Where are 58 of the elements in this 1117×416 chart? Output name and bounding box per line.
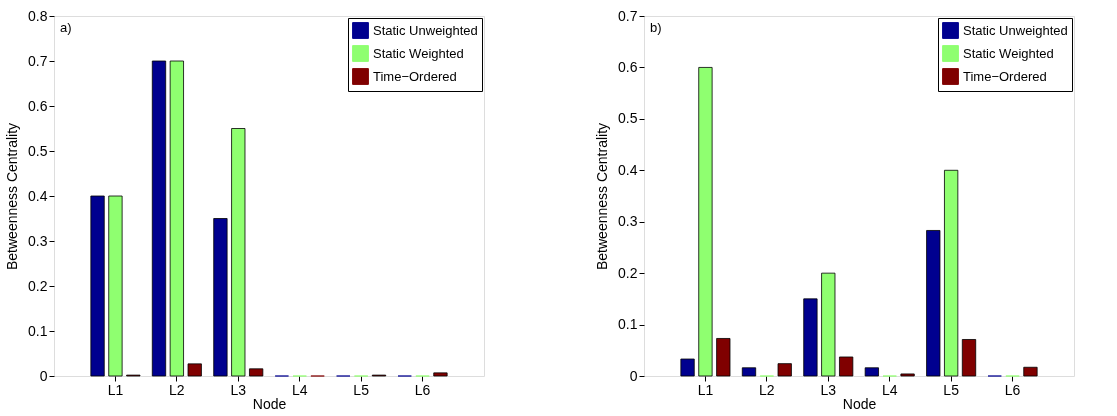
y-tick-label: 0.2 bbox=[618, 264, 638, 281]
legend-label: Static Weighted bbox=[373, 45, 464, 61]
bar bbox=[1023, 366, 1038, 377]
x-tick-label: L4 bbox=[291, 381, 308, 398]
x-tick-label: L3 bbox=[230, 381, 247, 398]
y-tick-label: 0.3 bbox=[618, 213, 638, 230]
bar bbox=[864, 367, 879, 377]
y-tick-label: 0.7 bbox=[618, 7, 638, 24]
bar bbox=[803, 298, 818, 377]
y-tick-label: 0 bbox=[629, 367, 638, 384]
x-tick-label: L2 bbox=[759, 381, 775, 398]
bar bbox=[90, 195, 105, 377]
bar bbox=[151, 60, 167, 377]
legend-label: Time−Ordered bbox=[373, 68, 457, 84]
x-tick-label: L6 bbox=[1004, 381, 1021, 398]
x-axis-title: Node bbox=[842, 395, 877, 412]
bar bbox=[926, 230, 941, 377]
y-tick-label: 0.1 bbox=[618, 316, 638, 333]
x-axis-title: Node bbox=[252, 395, 287, 412]
bar bbox=[716, 338, 731, 377]
bar bbox=[213, 218, 228, 377]
y-tick-label: 0 bbox=[39, 367, 48, 384]
x-tick-label: L5 bbox=[353, 381, 370, 398]
bar bbox=[680, 358, 695, 377]
y-axis-title: Betweenness Centrality bbox=[4, 122, 21, 271]
bar bbox=[900, 373, 915, 377]
y-tick-label: 0.3 bbox=[28, 232, 48, 249]
y-axis-title: Betweenness Centrality bbox=[594, 122, 611, 271]
y-tick-label: 0.4 bbox=[28, 187, 48, 204]
bar bbox=[839, 356, 854, 377]
y-tick-label: 0.1 bbox=[28, 322, 48, 339]
bar bbox=[741, 367, 757, 377]
bar bbox=[187, 363, 202, 377]
x-tick-label: L5 bbox=[943, 381, 960, 398]
x-tick-label: L2 bbox=[169, 381, 185, 398]
legend-label: Time−Ordered bbox=[963, 68, 1047, 84]
y-tick-label: 0.8 bbox=[28, 7, 48, 24]
bar bbox=[433, 372, 448, 377]
x-tick-label: L1 bbox=[697, 381, 714, 398]
y-tick-label: 0.6 bbox=[28, 97, 48, 114]
bar bbox=[777, 363, 792, 377]
x-tick-label: L4 bbox=[881, 381, 898, 398]
y-tick-label: 0.6 bbox=[618, 58, 638, 75]
y-tick-label: 0.7 bbox=[28, 52, 48, 69]
y-tick-label: 0.2 bbox=[28, 277, 48, 294]
y-tick-label: 0.5 bbox=[618, 110, 638, 127]
annotation: b) bbox=[650, 20, 662, 35]
legend-label: Static Weighted bbox=[963, 45, 1054, 61]
annotation: a) bbox=[60, 20, 72, 35]
y-tick-label: 0.5 bbox=[28, 142, 48, 159]
legend-label: Static Unweighted bbox=[963, 22, 1068, 38]
x-tick-label: L1 bbox=[107, 381, 124, 398]
bar bbox=[249, 368, 264, 377]
y-tick-label: 0.4 bbox=[618, 161, 638, 178]
x-tick-label: L6 bbox=[414, 381, 431, 398]
bar bbox=[961, 339, 977, 377]
legend-label: Static Unweighted bbox=[373, 22, 478, 38]
x-tick-label: L3 bbox=[820, 381, 837, 398]
